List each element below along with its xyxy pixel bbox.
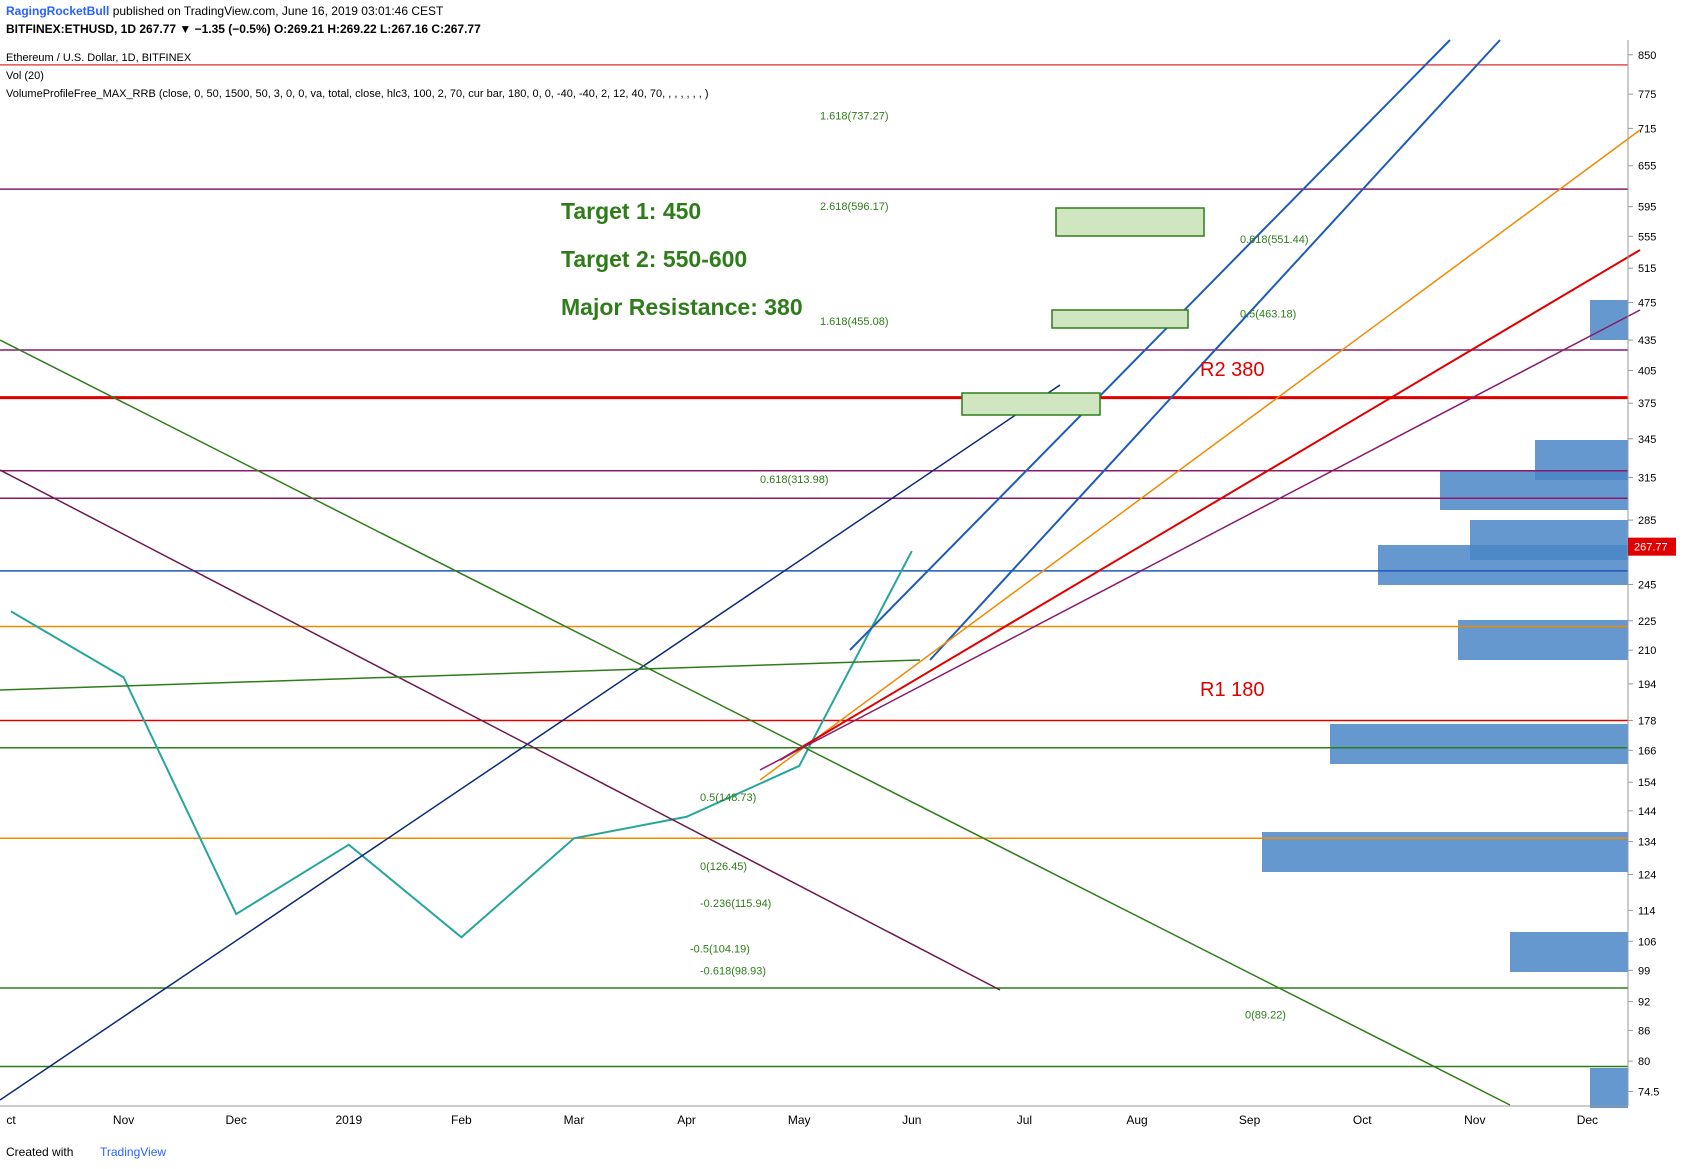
x-tick-label: Apr xyxy=(677,1113,696,1127)
x-tick-label: Nov xyxy=(1464,1113,1485,1127)
annotation: R1 180 xyxy=(1200,679,1265,701)
legend-line: Vol (20) xyxy=(6,70,44,82)
footer-brand: TradingView xyxy=(100,1145,166,1159)
fib-label: -0.618(98.93) xyxy=(700,966,766,978)
y-tick-label: 225 xyxy=(1638,616,1656,628)
last-price-label: 267.77 xyxy=(1634,542,1668,554)
fib-label: -0.236(115.94) xyxy=(700,898,771,910)
y-tick-label: 154 xyxy=(1638,777,1656,789)
volume-profile-bar xyxy=(1535,440,1628,480)
y-tick-label: 435 xyxy=(1638,335,1656,347)
y-tick-label: 99 xyxy=(1638,965,1650,977)
fib-label: -0.5(104.19) xyxy=(690,944,750,956)
y-tick-label: 178 xyxy=(1638,716,1656,728)
y-tick-label: 210 xyxy=(1638,645,1656,657)
y-tick-label: 595 xyxy=(1638,202,1656,214)
y-tick-label: 74.5 xyxy=(1638,1086,1659,1098)
fib-label: 0(126.45) xyxy=(700,861,747,873)
y-tick-label: 850 xyxy=(1638,50,1656,62)
y-tick-label: 475 xyxy=(1638,298,1656,310)
y-tick-label: 375 xyxy=(1638,398,1656,410)
volume-profile-bar xyxy=(1470,520,1628,560)
footer: Created with xyxy=(6,1145,73,1159)
annotation: R2 380 xyxy=(1200,359,1265,381)
x-tick-label: May xyxy=(788,1113,811,1127)
y-tick-label: 315 xyxy=(1638,472,1656,484)
trend-line xyxy=(759,309,1641,771)
y-tick-label: 555 xyxy=(1638,231,1656,243)
quote: BITFINEX:ETHUSD, 1D 267.77 ▼ −1.35 (−0.5… xyxy=(6,22,481,36)
x-tick-label: Sep xyxy=(1239,1113,1261,1127)
fib-label: 1.618(737.27) xyxy=(820,110,889,122)
trend-line xyxy=(779,249,1641,761)
fib-label: 0.5(463.18) xyxy=(1240,308,1296,320)
trend-line xyxy=(0,384,1061,1101)
publish-line: RagingRocketBull published on TradingVie… xyxy=(6,4,443,18)
trend-line xyxy=(759,129,1641,781)
trend-line xyxy=(0,659,921,691)
y-tick-label: 775 xyxy=(1638,89,1656,101)
y-tick-label: 655 xyxy=(1638,161,1656,173)
last-price-box xyxy=(1628,537,1676,556)
trend-line xyxy=(929,39,1501,661)
y-tick-label: 144 xyxy=(1638,806,1656,818)
y-tick-label: 86 xyxy=(1638,1025,1650,1037)
y-tick-label: 405 xyxy=(1638,365,1656,377)
author: RagingRocketBull xyxy=(6,4,110,18)
target-box xyxy=(1051,309,1189,329)
y-tick-label: 106 xyxy=(1638,936,1656,948)
y-tick-label: 285 xyxy=(1638,515,1656,527)
x-tick-label: Nov xyxy=(113,1113,134,1127)
trend-line xyxy=(849,39,1451,651)
x-tick-label: Jun xyxy=(902,1113,921,1127)
x-tick-label: Mar xyxy=(564,1113,585,1127)
y-tick-label: 515 xyxy=(1638,263,1656,275)
plot xyxy=(0,64,1628,1108)
fib-label: 2.618(596.17) xyxy=(820,201,889,213)
trend-line xyxy=(0,339,1511,1106)
y-tick-label: 114 xyxy=(1638,905,1656,917)
fib-label: 0.618(551.44) xyxy=(1240,234,1309,246)
annotation: Target 2: 550-600 xyxy=(561,246,747,272)
y-tick-label: 124 xyxy=(1638,870,1656,882)
legend-line: Ethereum / U.S. Dollar, 1D, BITFINEX xyxy=(6,52,192,64)
volume-profile-bar xyxy=(1590,1068,1628,1108)
y-tick-label: 194 xyxy=(1638,679,1656,691)
annotation: Major Resistance: 380 xyxy=(561,294,803,320)
published: published on TradingView.com, June 16, 2… xyxy=(112,4,444,18)
fib-label: 0.5(148.73) xyxy=(700,792,756,804)
target-box xyxy=(961,392,1101,416)
trend-line xyxy=(0,469,1001,991)
y-tick-label: 345 xyxy=(1638,434,1656,446)
y-tick-label: 92 xyxy=(1638,997,1650,1009)
y-tick-label: 245 xyxy=(1638,580,1656,592)
y-tick-label: 80 xyxy=(1638,1056,1650,1068)
fib-label: 0.618(313.98) xyxy=(760,474,829,486)
fib-label: 1.618(455.08) xyxy=(820,316,889,328)
target-box xyxy=(1055,207,1205,237)
volume-profile-bar xyxy=(1510,932,1628,972)
x-tick-label: Jul xyxy=(1017,1113,1032,1127)
x-tick-label: Dec xyxy=(226,1113,247,1127)
y-tick-label: 166 xyxy=(1638,745,1656,757)
x-tick-label: Feb xyxy=(451,1113,472,1127)
price-line xyxy=(10,550,913,939)
legend-line: VolumeProfileFree_MAX_RRB (close, 0, 50,… xyxy=(6,88,709,100)
y-tick-label: 715 xyxy=(1638,123,1656,135)
y-tick-label: 134 xyxy=(1638,836,1656,848)
x-tick-label: ct xyxy=(6,1113,16,1127)
x-tick-label: Aug xyxy=(1126,1113,1147,1127)
x-tick-label: Oct xyxy=(1353,1113,1372,1127)
volume-profile-bar xyxy=(1330,724,1628,764)
annotation: Target 1: 450 xyxy=(561,198,701,224)
x-tick-label: Dec xyxy=(1577,1113,1598,1127)
x-tick-label: 2019 xyxy=(335,1113,362,1127)
decor xyxy=(0,39,1641,1106)
fib-label: 0(89.22) xyxy=(1245,1010,1286,1022)
